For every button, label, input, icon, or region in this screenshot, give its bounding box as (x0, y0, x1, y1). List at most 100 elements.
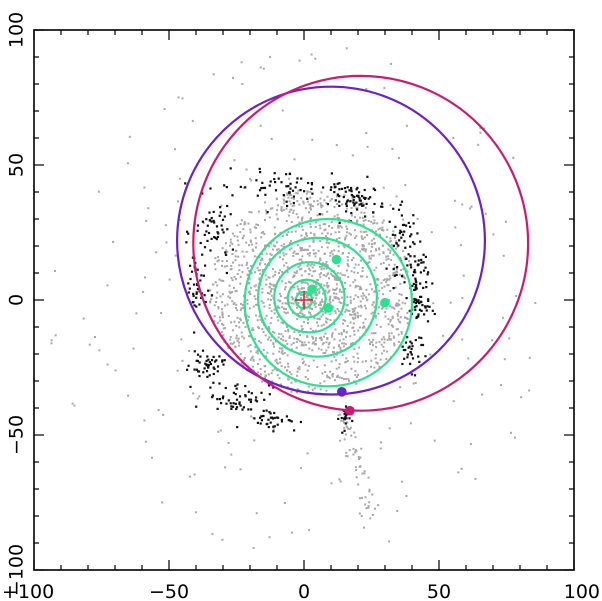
gray-star-point (323, 364, 326, 367)
black-star-point (336, 182, 339, 185)
gray-star-point (305, 281, 308, 284)
gray-star-point (319, 300, 322, 303)
gray-star-point (369, 341, 372, 344)
gray-star-point (238, 264, 241, 267)
gray-halo-point (249, 177, 252, 180)
black-star-point (411, 284, 414, 287)
gray-star-point (356, 206, 359, 209)
black-star-point (348, 189, 351, 192)
gray-star-point (267, 264, 270, 266)
gray-tail-point (352, 453, 355, 456)
gray-tail-point (353, 431, 356, 434)
black-star-point (400, 200, 404, 203)
black-star-point (280, 418, 283, 421)
gray-star-point (298, 268, 301, 271)
gray-star-point (292, 302, 295, 305)
gray-halo-point (239, 468, 242, 471)
gray-star-point (388, 240, 391, 243)
black-star-point (393, 274, 396, 277)
gray-star-point (321, 204, 324, 207)
gray-halo-point (194, 511, 197, 514)
gray-star-point (338, 363, 341, 366)
gray-star-point (294, 380, 297, 383)
gray-star-point (317, 249, 320, 252)
gray-star-point (339, 348, 342, 351)
gray-star-point (222, 327, 225, 330)
gray-star-point (397, 333, 400, 336)
gray-star-point (335, 287, 338, 290)
black-star-point (221, 360, 224, 363)
gray-halo-point (358, 497, 361, 500)
black-star-point (256, 194, 259, 197)
black-star-point (223, 359, 226, 362)
gray-star-point (261, 257, 264, 260)
gray-halo-point (461, 297, 464, 299)
gray-star-point (290, 197, 293, 200)
black-star-point (412, 214, 415, 217)
gray-star-point (300, 309, 303, 312)
gray-halo-point (177, 96, 180, 99)
black-star-point (225, 186, 228, 189)
gray-star-point (354, 263, 357, 266)
gray-star-point (341, 273, 344, 276)
gray-star-point (304, 363, 307, 366)
gray-star-point (346, 256, 349, 258)
black-star-point (207, 358, 210, 361)
gray-star-point (350, 207, 353, 209)
gray-star-point (320, 338, 323, 341)
black-star-point (420, 261, 423, 264)
gray-star-point (365, 307, 367, 310)
gray-star-point (325, 389, 328, 392)
gray-star-point (284, 297, 287, 300)
gray-star-point (281, 270, 284, 273)
gray-star-point (264, 218, 266, 221)
x-tick-label: +100 (2, 581, 54, 601)
gray-star-point (278, 350, 281, 353)
gray-star-point (250, 286, 252, 289)
gray-halo-point (484, 212, 487, 215)
gray-star-point (237, 255, 240, 258)
gray-star-point (255, 303, 257, 306)
gray-star-point (304, 376, 307, 378)
gray-star-point (375, 346, 378, 349)
gray-star-point (329, 251, 332, 254)
gray-star-point (272, 284, 275, 287)
gray-halo-point (128, 135, 131, 138)
gray-tail-point (354, 436, 357, 439)
gray-star-point (229, 336, 232, 339)
gray-star-point (403, 255, 406, 258)
black-star-point (276, 423, 279, 426)
black-star-point (414, 308, 417, 311)
gray-halo-point (510, 431, 512, 434)
gray-star-point (300, 234, 303, 237)
gray-tail-point (350, 434, 353, 437)
gray-star-point (251, 365, 254, 368)
black-star-point (413, 306, 416, 309)
gray-halo-point (365, 88, 368, 90)
gray-tail-point (360, 515, 363, 517)
gray-star-point (318, 290, 321, 293)
black-star-point (346, 186, 349, 189)
black-star-point (414, 302, 418, 305)
gray-halo-point (479, 131, 482, 134)
gray-star-point (380, 228, 383, 231)
orbit-green-1 (286, 278, 327, 319)
gray-star-point (214, 268, 217, 271)
gray-star-point (313, 303, 316, 306)
gray-star-point (320, 246, 323, 249)
gray-star-point (352, 310, 354, 313)
black-star-point (268, 410, 271, 414)
gray-star-point (370, 254, 373, 257)
gray-star-point (351, 342, 354, 345)
gray-star-point (362, 245, 365, 248)
gray-star-point (277, 336, 280, 339)
gray-star-point (236, 309, 239, 312)
gray-star-point (265, 252, 268, 255)
black-star-point (219, 206, 222, 209)
gray-star-point (309, 226, 312, 228)
gray-star-point (251, 248, 254, 251)
gray-star-point (310, 217, 312, 220)
gray-star-point (246, 302, 249, 305)
black-star-point (427, 298, 430, 301)
black-star-point (358, 203, 361, 206)
